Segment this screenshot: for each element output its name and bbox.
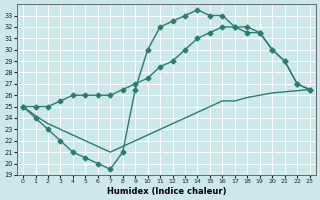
X-axis label: Humidex (Indice chaleur): Humidex (Indice chaleur) <box>107 187 226 196</box>
